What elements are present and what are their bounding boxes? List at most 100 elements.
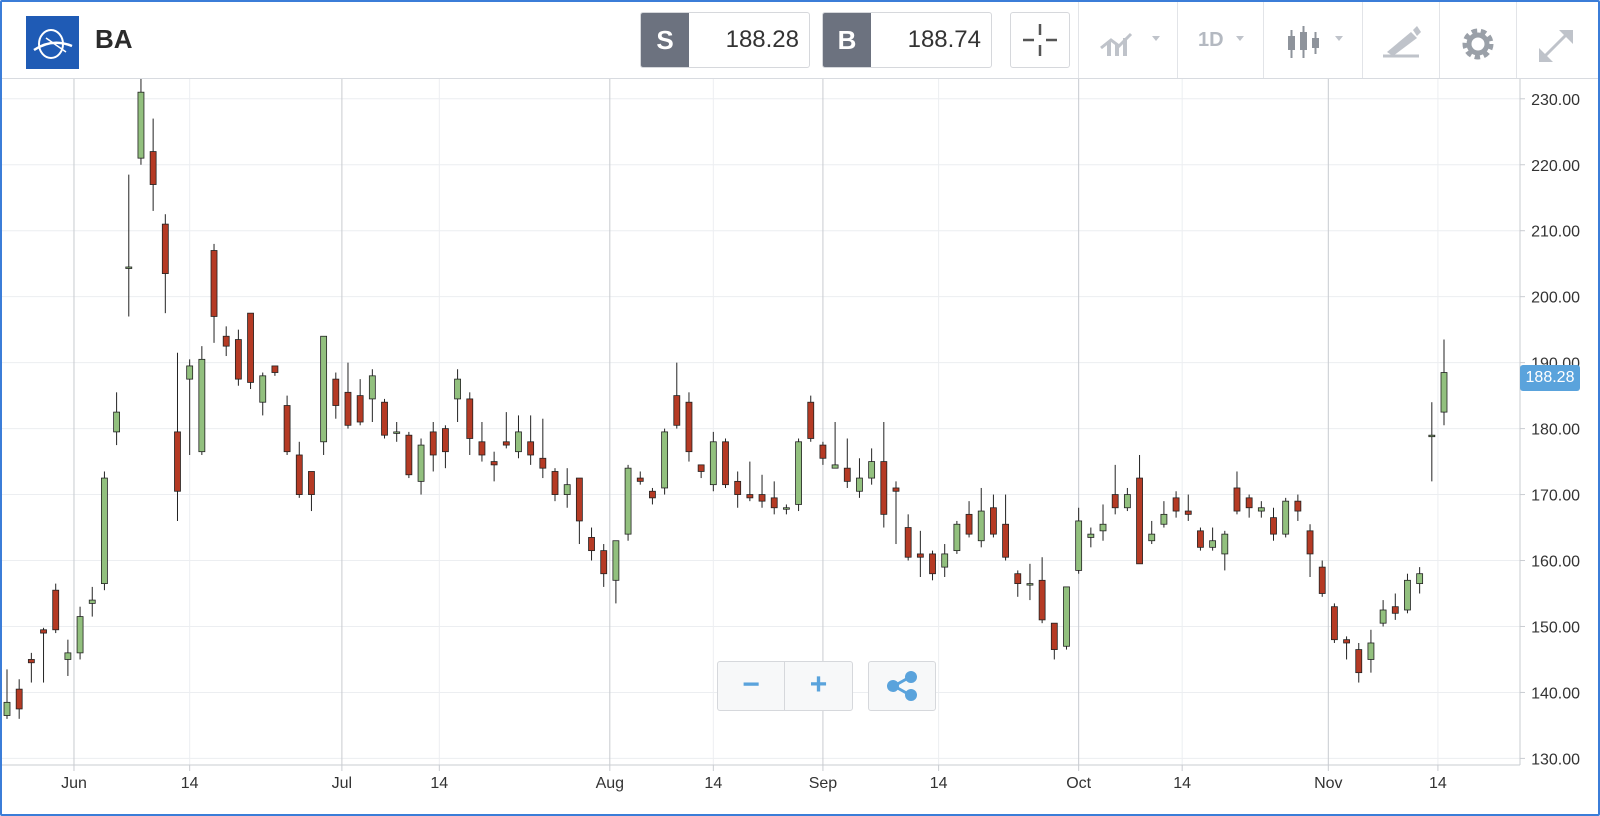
candle-body	[405, 434, 413, 476]
candle-body	[1014, 573, 1022, 585]
sell-quote-button[interactable]: S 188.28	[640, 12, 810, 68]
candle-body	[868, 461, 876, 479]
price-tick-label: 150.00	[1531, 619, 1580, 636]
date-tick-label: Oct	[1066, 775, 1091, 792]
candle-body	[953, 523, 961, 552]
candle-body	[661, 431, 669, 489]
price-tick-label: 220.00	[1531, 158, 1580, 175]
candle-body	[1123, 494, 1131, 509]
sell-price: 188.28	[725, 26, 799, 53]
candle-body	[1160, 513, 1168, 525]
date-tick-label: Jul	[332, 775, 352, 792]
crosshair-button[interactable]	[1010, 12, 1070, 68]
draw-tools-button[interactable]	[1362, 2, 1439, 78]
zoom-controls: − +	[717, 661, 853, 711]
chart-type-button[interactable]	[1263, 2, 1362, 78]
price-tick-label: 160.00	[1531, 554, 1580, 571]
candle-body	[222, 335, 230, 347]
price-tick-label: 230.00	[1531, 92, 1580, 109]
draw-icon	[1383, 26, 1421, 58]
candles	[3, 79, 1448, 719]
candle-body	[527, 441, 535, 456]
candle-body	[856, 477, 863, 492]
candle-body	[880, 461, 888, 515]
candle-body	[819, 444, 827, 459]
date-tick-label: 14	[704, 775, 722, 792]
date-tick-label: 14	[1429, 775, 1447, 792]
candle-body	[1221, 533, 1229, 555]
candle-body	[234, 339, 242, 380]
fullscreen-icon	[1539, 30, 1573, 62]
candle-body	[697, 464, 705, 472]
candle-body	[539, 457, 547, 469]
candle-body	[965, 513, 973, 535]
date-tick-label: 14	[430, 775, 448, 792]
candle-body	[600, 550, 608, 575]
price-tick-label: 210.00	[1531, 224, 1580, 241]
company-logo	[26, 16, 79, 69]
candle-body	[734, 480, 742, 495]
candle-body	[113, 411, 121, 433]
candle-body	[295, 454, 303, 495]
candle-body	[247, 312, 254, 383]
ticker-symbol: BA	[95, 24, 133, 54]
candle-body	[1355, 649, 1363, 674]
candle-body	[515, 431, 522, 453]
candle-body	[1428, 434, 1436, 438]
last-price-badge: 188.28	[1520, 365, 1580, 391]
date-tick-label: Aug	[596, 775, 624, 792]
candle-body	[1038, 579, 1046, 621]
candle-body	[1270, 517, 1277, 535]
candle-body	[685, 401, 693, 453]
candle-body	[1343, 639, 1350, 644]
sell-tag: S	[641, 13, 689, 67]
timeframe-dropdown[interactable]: 1D	[1177, 2, 1263, 78]
candle-body	[174, 431, 181, 492]
candle-body	[490, 461, 498, 466]
candle-body	[393, 431, 401, 434]
candle-body	[795, 441, 802, 505]
price-tick-label: 130.00	[1531, 751, 1580, 768]
candlestick-chart[interactable]: 230.00220.00210.00200.00190.00180.00170.…	[2, 79, 1598, 814]
candle-body	[1087, 533, 1095, 538]
compare-button[interactable]	[1078, 2, 1177, 78]
candle-body	[502, 441, 510, 446]
zoom-in-button[interactable]: +	[785, 662, 852, 710]
compare-icon	[1100, 32, 1160, 56]
candle-body	[1184, 510, 1192, 515]
candle-body	[1075, 520, 1083, 571]
candle-body	[454, 378, 461, 400]
settings-button[interactable]	[1439, 2, 1516, 78]
candle-body	[1136, 477, 1143, 565]
candle-body	[1379, 609, 1387, 624]
candle-body	[1440, 372, 1448, 413]
buy-quote-button[interactable]: B 188.74	[822, 12, 992, 68]
fullscreen-button[interactable]	[1516, 2, 1598, 78]
last-price-label: 188.28	[1525, 369, 1575, 386]
candle-body	[1330, 606, 1338, 641]
candle-body	[1416, 573, 1424, 585]
toolbar: BA S 188.28 B 188.74 1D	[2, 2, 1598, 79]
candle-body	[442, 428, 449, 453]
candle-body	[563, 484, 571, 495]
candle-body	[1282, 500, 1290, 535]
candle-body	[101, 477, 108, 585]
candle-body	[198, 358, 206, 453]
candle-body	[892, 487, 900, 492]
buy-tag: B	[823, 13, 871, 67]
candle-body	[831, 464, 839, 469]
candle-body	[381, 401, 388, 436]
candle-body	[624, 467, 632, 535]
candle-body	[782, 507, 790, 510]
candle-body	[588, 537, 595, 552]
crosshair-icon	[1023, 24, 1057, 56]
candle-body	[3, 701, 11, 716]
date-tick-label: Jun	[61, 775, 87, 792]
candle-body	[52, 589, 60, 631]
candle-body	[1050, 622, 1058, 650]
candle-body	[807, 401, 815, 439]
candle-body	[1111, 494, 1119, 509]
share-button[interactable]	[868, 661, 936, 711]
zoom-out-button[interactable]: −	[718, 662, 785, 710]
